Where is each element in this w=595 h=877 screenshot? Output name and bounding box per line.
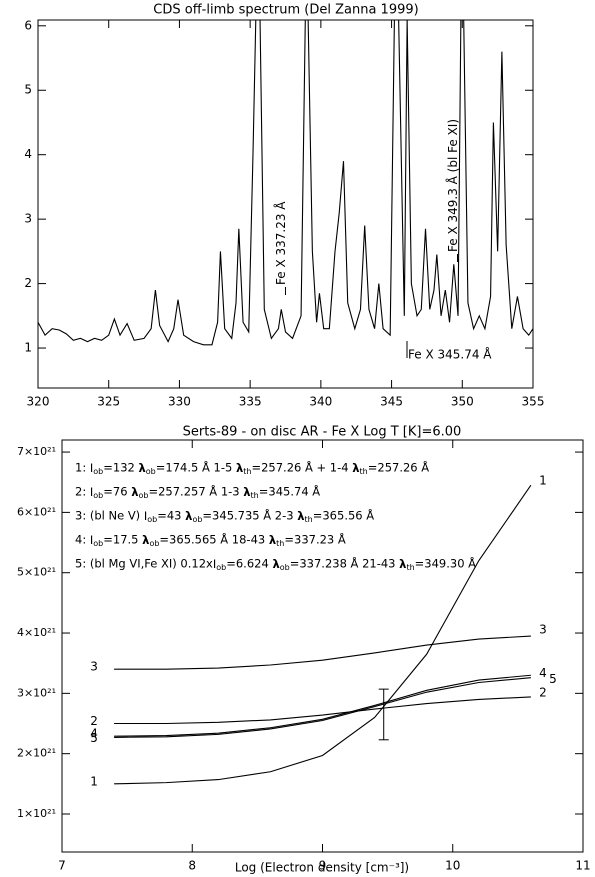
y-tick-label: 5×10²¹ [17,566,56,579]
x-tick-label: 330 [168,395,191,409]
annotation: Fe X 337.23 Å [273,201,288,285]
x-tick-label: 9 [319,859,327,873]
series-group [38,20,533,346]
y-tick-label: 1 [24,341,32,355]
series-label: 4 [539,666,547,680]
annotation: Fe X 345.74 Å [408,347,492,362]
y-tick-label: 3 [24,212,32,226]
x-tick-label: 10 [445,859,460,873]
annotation: 2: Iob​=76 λob​=257.257 Å 1-3 λth​=345.7… [75,484,320,500]
y-tick-label: 2 [24,276,32,290]
line-series [114,677,531,738]
x-tick-label: 325 [97,395,120,409]
series-label: 5 [90,731,98,745]
plot-frame [61,439,584,853]
x-tick-label: 345 [380,395,403,409]
line-series [114,484,532,785]
x-tick-label: 350 [451,395,474,409]
line-series [38,20,533,346]
y-tick-label: 2×10²¹ [17,747,56,760]
series-label: 2 [539,685,547,699]
y-tick-label: 1×10²¹ [17,807,56,820]
x-tick-label: 320 [27,395,50,409]
annotation: 5: (bl Mg VI,Fe XI) 0.12xIob​=6.624 λob​… [75,556,476,572]
series-label: 3 [90,660,98,674]
annotation: 1: Iob​=132 λob​=174.5 Å 1-5 λth​=257.26… [75,460,429,476]
y-tick-label: 3×10²¹ [17,686,56,699]
y-tick-label: 6×10²¹ [17,505,56,518]
annotation: Fe X 349.3 Å (bl Fe XI) [445,119,460,252]
plot-frame [37,19,534,389]
x-tick-label: 7 [58,859,66,873]
series-label: 3 [539,623,547,637]
x-tick-label: 8 [188,859,196,873]
chart-title: Serts-89 - on disc AR - Fe X Log T [K]=6… [183,425,462,440]
x-tick-label: 340 [309,395,332,409]
x-tick-label: 11 [575,859,590,873]
series-label: 2 [90,714,98,728]
series-label: 1 [90,774,98,788]
x-tick-label: 355 [522,395,545,409]
series-label: 1 [539,474,547,488]
chart-title: CDS off-limb spectrum (Del Zanna 1999) [153,3,418,18]
line-series [114,635,531,670]
series-label: 5 [549,672,557,686]
annotation: 4: Iob​=17.5 λob​=365.565 Å 18-43 λth​=3… [75,532,346,548]
line-series [114,674,531,737]
y-tick-label: 4 [24,147,32,161]
y-tick-label: 4×10²¹ [17,626,56,639]
line-series [114,696,531,725]
y-tick-label: 6 [24,18,32,32]
series-label: 4 [90,727,98,741]
x-axis-label: Log (Electron density [cm⁻³]) [235,861,409,875]
annotation: 3: (bl Ne V) Iob​=43 λob​=345.735 Å 2-3 … [75,508,374,524]
y-tick-label: 5 [24,83,32,97]
x-tick-label: 335 [239,395,262,409]
series-group [114,484,532,785]
y-tick-label: 7×10²¹ [17,445,56,458]
